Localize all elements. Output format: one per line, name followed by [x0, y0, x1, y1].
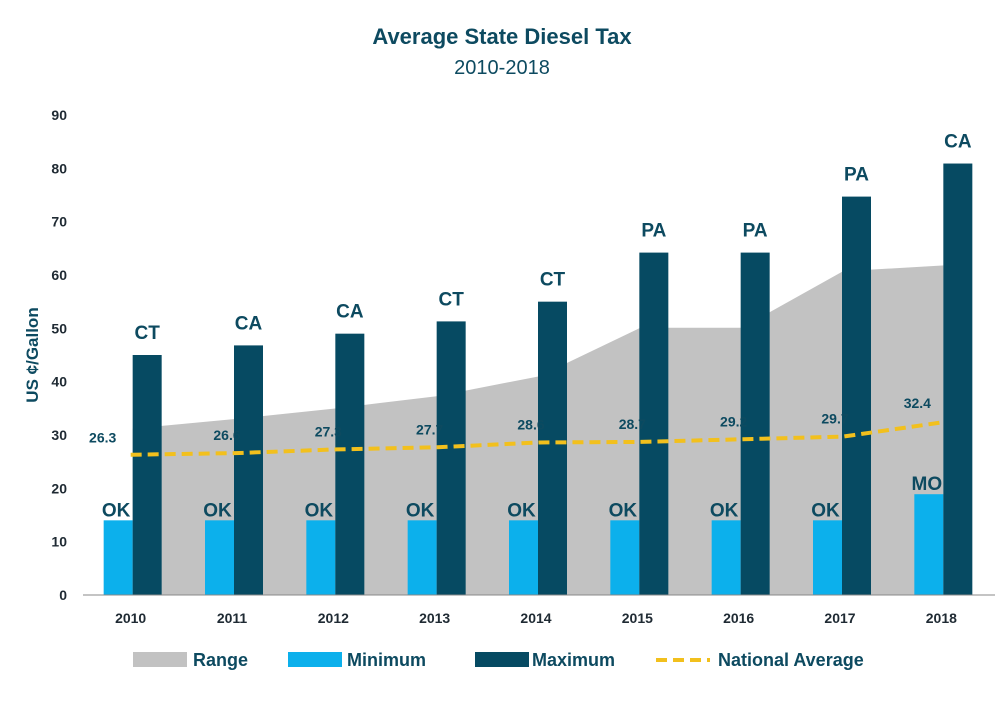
y-tick-label: 10	[51, 534, 67, 550]
national-average-label: 27.3	[315, 423, 342, 439]
x-tick-label: 2011	[217, 610, 248, 626]
national-average-label: 26.6	[213, 427, 240, 443]
national-average-label: 28.6	[517, 416, 544, 432]
minimum-bar	[813, 520, 842, 595]
minimum-bar	[711, 520, 741, 595]
maximum-bar	[639, 252, 669, 595]
bars-layer	[103, 163, 973, 596]
minimum-state-label: OK	[609, 500, 638, 521]
y-tick-label: 20	[51, 480, 67, 496]
minimum-bar	[610, 520, 640, 595]
legend-swatch-range	[133, 652, 187, 667]
national-average-label: 26.3	[89, 430, 116, 446]
y-tick-label: 50	[51, 320, 67, 336]
y-tick-label: 30	[51, 427, 67, 443]
x-tick-label: 2012	[318, 610, 349, 626]
minimum-bar	[205, 520, 234, 595]
y-tick-label: 60	[51, 267, 67, 283]
minimum-bar	[306, 520, 336, 595]
minimum-state-label: OK	[811, 500, 840, 521]
national-average-label: 32.4	[904, 395, 931, 411]
minimum-bar	[103, 520, 133, 595]
maximum-bar	[132, 355, 162, 595]
maximum-bar	[335, 333, 365, 595]
minimum-state-label: MO	[912, 474, 943, 495]
national-average-label: 27.7	[416, 421, 443, 437]
maximum-state-label: CA	[944, 132, 972, 153]
national-average-line	[130, 420, 944, 457]
x-tick-label: 2016	[723, 610, 754, 626]
minimum-bar	[914, 494, 944, 595]
maximum-bar	[943, 163, 973, 596]
maximum-bar	[842, 196, 871, 595]
minimum-bar	[509, 520, 538, 595]
maximum-state-label: CT	[540, 270, 566, 291]
y-tick-label: 90	[51, 107, 67, 123]
x-tick-label: 2015	[622, 610, 653, 626]
national-average-label: 28.7	[619, 416, 646, 432]
maximum-state-label: PA	[743, 221, 768, 242]
maximum-bar	[538, 301, 567, 595]
chart-title: Average State Diesel Tax	[372, 24, 632, 49]
maximum-state-label: PA	[844, 165, 869, 186]
legend-label-maximum: Maximum	[532, 650, 615, 670]
legend-label-minimum: Minimum	[347, 650, 426, 670]
maximum-bar	[234, 345, 263, 595]
legend-swatch-minimum	[288, 652, 342, 667]
national-average-layer	[130, 420, 944, 457]
minimum-bar	[407, 520, 437, 595]
maximum-bar	[740, 252, 770, 595]
x-tick-label: 2014	[520, 610, 551, 626]
y-tick-label: 80	[51, 160, 67, 176]
legend-label-range: Range	[193, 650, 248, 670]
y-axis-label: US ¢/Gallon	[23, 307, 42, 402]
minimum-state-label: OK	[102, 500, 131, 521]
maximum-state-label: CT	[135, 323, 161, 344]
maximum-bar	[436, 321, 466, 595]
labels-layer: OK CT OK CA OK CA OK CT OK CT OK PA OK PA OK PA MO CA 26.3…	[89, 132, 972, 522]
legend-label-national-average: National Average	[718, 650, 864, 670]
x-tick-label: 2017	[824, 610, 855, 626]
minimum-state-label: OK	[203, 500, 232, 521]
legend-swatch-maximum	[475, 652, 529, 667]
maximum-state-label: CA	[235, 313, 263, 334]
x-tick-label: 2018	[926, 610, 957, 626]
maximum-state-label: CA	[336, 302, 364, 323]
minimum-state-label: OK	[710, 500, 739, 521]
minimum-state-label: OK	[305, 500, 334, 521]
minimum-state-label: OK	[507, 500, 536, 521]
chart-subtitle: 2010-2018	[454, 57, 550, 79]
y-tick-label: 70	[51, 214, 67, 230]
x-tick-label: 2013	[419, 610, 450, 626]
maximum-state-label: CT	[439, 289, 465, 310]
y-tick-label: 40	[51, 374, 67, 390]
legend: Range Minimum Maximum National Average	[133, 650, 864, 670]
x-tick-label: 2010	[115, 610, 146, 626]
maximum-state-label: PA	[641, 221, 666, 242]
national-average-label: 29.2	[720, 413, 747, 429]
national-average-label: 29.7	[821, 411, 848, 427]
minimum-state-label: OK	[406, 500, 435, 521]
y-tick-label: 0	[59, 587, 67, 603]
axes-layer: 0 10 20 30 40 50 60 70 80 90 2010 2011 2012 2013 2014 2…	[51, 107, 995, 626]
